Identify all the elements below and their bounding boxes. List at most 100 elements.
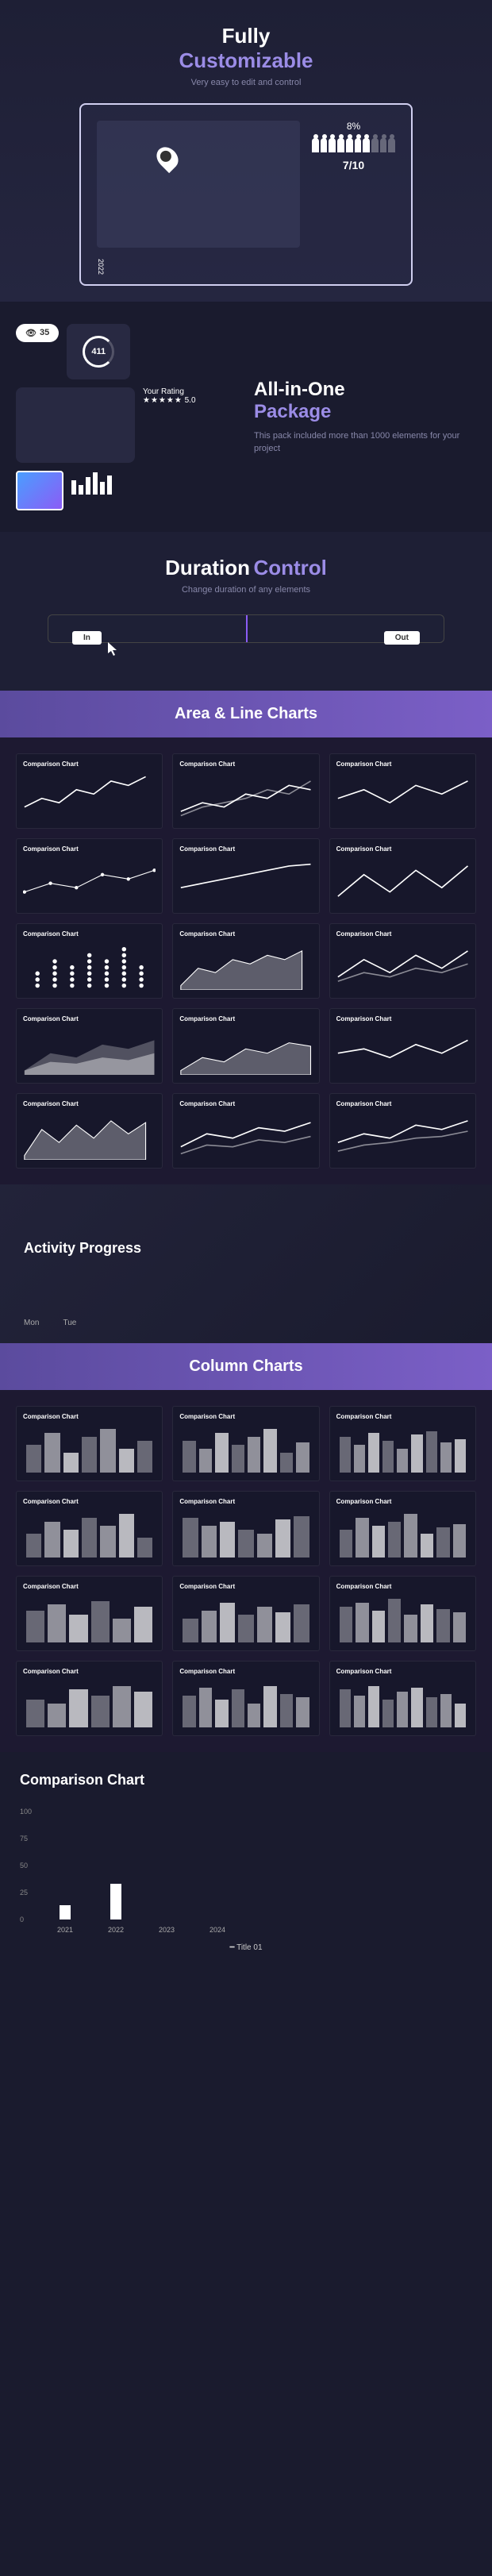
column-chart-card: Comparison Chart <box>329 1661 476 1736</box>
package-title: All-in-One <box>254 379 476 401</box>
col-bar <box>134 1607 152 1642</box>
col-bar <box>63 1530 79 1558</box>
package-subtitle: Package <box>254 401 476 423</box>
chart-title: Comparison Chart <box>336 930 469 938</box>
out-handle[interactable]: Out <box>384 631 420 645</box>
col-bar <box>238 1615 253 1642</box>
comparison-bar: 2021 <box>60 1905 71 1919</box>
col-bar <box>440 1694 452 1727</box>
line-chart-card: Comparison Chart <box>172 838 319 914</box>
col-bar <box>354 1696 365 1727</box>
col-bar <box>280 1694 293 1727</box>
line-chart-card: Comparison Chart <box>172 753 319 829</box>
feature-cards: 👁 35 411 Your Rating ★★★★★ 5.0 <box>16 324 238 510</box>
line-chart-card: Comparison Chart <box>172 1008 319 1084</box>
col-bar <box>368 1433 379 1473</box>
col-bar <box>356 1603 368 1642</box>
y-tick: 0 <box>20 1916 32 1923</box>
stats-panel: 8% 7/10 <box>300 121 395 268</box>
chart-title: Comparison Chart <box>179 1100 312 1107</box>
chart-title: Comparison Chart <box>179 760 312 768</box>
activity-section: Activity Progress MonTue <box>0 1184 492 1343</box>
hero-desc: Very easy to edit and control <box>16 78 476 87</box>
hero-title: Fully <box>16 24 476 48</box>
line-chart-card: Comparison Chart <box>329 1008 476 1084</box>
person-icon <box>346 138 353 152</box>
chart-title: Comparison Chart <box>336 1100 469 1107</box>
big-bars: 2021202220232024 <box>60 1808 472 1919</box>
col-bar <box>294 1516 309 1558</box>
col-bar <box>296 1697 309 1727</box>
col-bar <box>26 1445 41 1473</box>
package-desc: This pack included more than 1000 elemen… <box>254 429 476 456</box>
line-chart-card: Comparison Chart <box>16 1093 163 1169</box>
col-bar <box>82 1437 97 1473</box>
chart-title: Comparison Chart <box>336 1015 469 1022</box>
col-bar <box>411 1688 422 1727</box>
duration-desc: Change duration of any elements <box>16 585 476 595</box>
col-bar <box>340 1530 352 1558</box>
col-bar <box>199 1688 212 1727</box>
column-title: Column Charts <box>14 1357 478 1376</box>
all-in-one-section: 👁 35 411 Your Rating ★★★★★ 5.0 All-in-On… <box>0 302 492 532</box>
count-pill: 👁 35 <box>16 324 59 342</box>
col-bar <box>397 1692 408 1727</box>
col-bar <box>388 1522 401 1558</box>
area-line-header: Area & Line Charts <box>0 691 492 737</box>
fraction-value: 7/10 <box>312 159 395 171</box>
col-bar <box>263 1686 276 1727</box>
comparison-bar: 2022 <box>110 1884 121 1919</box>
duration-section: Duration Control Change duration of any … <box>0 532 492 691</box>
duration-title-b: Control <box>253 556 326 580</box>
in-handle[interactable]: In <box>72 631 102 645</box>
chart-title: Comparison Chart <box>336 760 469 768</box>
chart-title: Comparison Chart <box>23 845 156 853</box>
chart-title: Comparison Chart <box>336 1668 469 1675</box>
legend-label: Title 01 <box>236 1943 262 1952</box>
col-bar <box>294 1604 309 1642</box>
col-bar <box>404 1514 417 1558</box>
timeline-marker[interactable] <box>246 615 248 642</box>
gauge-card: 411 <box>67 324 130 379</box>
col-bar <box>404 1615 417 1642</box>
column-chart-card: Comparison Chart <box>172 1576 319 1651</box>
col-bar <box>368 1686 379 1727</box>
rating-card: Your Rating ★★★★★ 5.0 <box>143 387 196 463</box>
col-bar <box>134 1692 152 1727</box>
usa-map <box>97 121 300 248</box>
col-bar <box>100 1429 115 1473</box>
col-bar <box>388 1599 401 1642</box>
package-text: All-in-One Package This pack included mo… <box>254 379 476 456</box>
chart-title: Comparison Chart <box>23 930 156 938</box>
chart-title: Comparison Chart <box>23 1583 156 1590</box>
col-bar <box>340 1689 351 1727</box>
activity-title: Activity Progress <box>24 1240 468 1257</box>
monitor-icon <box>16 471 63 510</box>
col-bar <box>183 1441 195 1473</box>
legend: ━ Title 01 <box>20 1943 472 1952</box>
line-chart-card: Comparison Chart <box>16 838 163 914</box>
comparison-big: Comparison Chart 1007550250 202120222023… <box>0 1752 492 1990</box>
gauge-value: 411 <box>83 336 114 368</box>
col-bar <box>257 1534 272 1558</box>
cursor-icon <box>108 642 119 657</box>
col-bar <box>48 1604 66 1642</box>
col-bar <box>119 1514 134 1558</box>
activity-days: MonTue <box>24 1319 76 1327</box>
rating-value: 5.0 <box>185 396 196 405</box>
person-icon <box>321 138 328 152</box>
chart-title: Comparison Chart <box>23 1100 156 1107</box>
col-bar <box>202 1526 217 1558</box>
column-chart-card: Comparison Chart <box>16 1576 163 1651</box>
col-bar <box>44 1433 60 1473</box>
person-icon <box>380 138 387 152</box>
line-chart-card: Comparison Chart <box>172 923 319 999</box>
day-label: Mon <box>24 1319 39 1327</box>
timeline-control[interactable]: In Out <box>48 614 444 643</box>
person-icon <box>371 138 379 152</box>
col-bar <box>372 1526 385 1558</box>
year-label: 2022 <box>97 259 105 275</box>
chart-title: Comparison Chart <box>179 1583 312 1590</box>
col-bar <box>48 1704 66 1727</box>
col-bar <box>356 1518 368 1558</box>
